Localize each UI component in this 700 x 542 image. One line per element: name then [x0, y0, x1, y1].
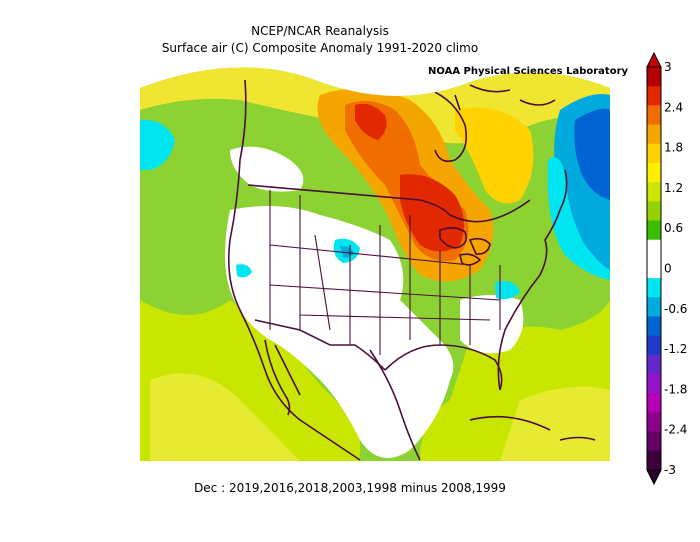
colorbar-tick-label: 0 [664, 262, 672, 276]
neutral-white-se [460, 295, 524, 354]
colorbar-swatch [647, 220, 661, 241]
colorbar-swatch [647, 182, 661, 202]
colorbar-swatch [647, 412, 661, 433]
cold-darkblue-atlantic [574, 108, 610, 200]
state-lines [269, 190, 501, 355]
colorbar-tick-label: 0.6 [664, 221, 683, 235]
baja-coastline [264, 339, 301, 416]
colorbar-tick-label: 3 [664, 60, 672, 74]
warm-red-north [355, 103, 387, 140]
colorbar: 3 2.4 1.8 1.2 0.6 0 -0.6 -1.2 -1.8 -2.4 -3 [646, 51, 687, 486]
colorbar-swatch [647, 201, 661, 222]
neutral-white-west [225, 206, 454, 458]
gulf-coastline [384, 344, 503, 391]
colorbar-tick-label: -1.2 [664, 342, 687, 356]
colorbar-swatch [647, 258, 661, 279]
colorbar-swatch [647, 450, 661, 471]
footer-caption: Dec : 2019,2016,2018,2003,1998 minus 200… [194, 481, 506, 495]
lab-label: NOAA Physical Sciences Laboratory [428, 66, 629, 77]
cold-cyan-west [236, 264, 252, 278]
hudson-bay [429, 89, 468, 163]
chart-title: NCEP/NCAR Reanalysis [251, 24, 389, 38]
east-coastline [497, 169, 568, 391]
colorbar-swatch [647, 239, 661, 260]
colorbar-swatch [647, 335, 661, 356]
colorbar-tick-label: -3 [664, 463, 676, 477]
map-field [140, 67, 610, 461]
colorbar-tick-label: 1.2 [664, 181, 683, 195]
colorbar-swatch [647, 297, 661, 317]
colorbar-swatch [647, 316, 661, 337]
colorbar-low-arrow [646, 469, 662, 486]
colorbar-swatch [647, 431, 661, 452]
us-mexico-border [254, 319, 386, 371]
arctic-islands [454, 84, 556, 111]
map-outlines [227, 79, 596, 461]
west-coastline [227, 79, 301, 421]
colorbar-swatch [647, 105, 661, 126]
colorbar-tick-label: 1.8 [664, 141, 683, 155]
colorbar-swatch [647, 374, 661, 394]
us-canada-border [247, 184, 531, 223]
caribbean-yellow [500, 386, 610, 461]
neutral-white-nw [230, 146, 304, 192]
colorbar-swatch [647, 86, 661, 106]
colorbar-high-arrow [646, 51, 662, 68]
cold-cyan-atlantic [547, 157, 610, 280]
colorbar-tick-label: -2.4 [664, 423, 687, 437]
colorbar-swatch [647, 124, 661, 145]
colorbar-swatch [647, 354, 661, 375]
colorbar-swatch [647, 67, 661, 87]
pacific-yellow [150, 373, 300, 461]
colorbar-swatch [647, 393, 661, 413]
colorbar-tick-label: -1.8 [664, 382, 687, 396]
colorbar-tick-label: 2.4 [664, 100, 683, 114]
cold-cyan-east [495, 281, 520, 300]
yellow-northeast [455, 107, 534, 204]
colorbar-swatch [647, 278, 661, 298]
mexico-coastline [299, 349, 421, 461]
colorbar-tick-label: -0.6 [664, 302, 687, 316]
warm-red [400, 174, 464, 252]
cold-cyan-pacific [140, 119, 175, 170]
chart-subtitle: Surface air (C) Composite Anomaly 1991-2… [161, 41, 479, 55]
colorbar-swatch [647, 162, 661, 183]
caribbean-islands [469, 415, 596, 441]
colorbar-swatch [647, 143, 661, 164]
